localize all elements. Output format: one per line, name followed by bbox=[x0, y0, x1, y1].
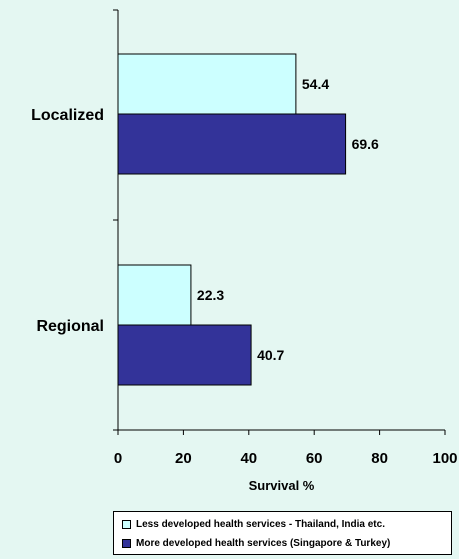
legend-label-more-developed: More developed health services (Singapor… bbox=[136, 538, 391, 549]
category-label-localized: Localized bbox=[31, 107, 104, 124]
x-tick-label-20: 20 bbox=[175, 450, 192, 467]
legend-label-less-developed: Less developed health services - Thailan… bbox=[136, 519, 385, 530]
bar-regional-series-0 bbox=[117, 264, 192, 326]
x-tick-label-40: 40 bbox=[240, 450, 257, 467]
x-tick-label-0: 0 bbox=[114, 450, 122, 467]
legend-swatch-less-developed bbox=[122, 520, 131, 529]
category-label-regional: Regional bbox=[36, 318, 104, 335]
data-label-regional-series-0: 22.3 bbox=[197, 287, 224, 303]
data-label-regional-series-1: 40.7 bbox=[257, 347, 284, 363]
legend: Less developed health services - Thailan… bbox=[113, 511, 452, 555]
x-tick-label-80: 80 bbox=[371, 450, 388, 467]
data-label-localized-series-1: 69.6 bbox=[352, 136, 379, 152]
legend-item-less-developed: Less developed health services - Thailan… bbox=[122, 515, 443, 534]
legend-swatch-more-developed bbox=[122, 539, 131, 548]
x-tick-label-60: 60 bbox=[306, 450, 323, 467]
x-tick-label-100: 100 bbox=[432, 450, 457, 467]
bar-localized-series-0 bbox=[117, 53, 297, 115]
bar-regional-series-1 bbox=[117, 324, 252, 386]
legend-item-more-developed: More developed health services (Singapor… bbox=[122, 534, 443, 553]
x-axis-title: Survival % bbox=[249, 478, 315, 493]
data-label-localized-series-0: 54.4 bbox=[302, 76, 329, 92]
bar-localized-series-1 bbox=[117, 113, 347, 175]
